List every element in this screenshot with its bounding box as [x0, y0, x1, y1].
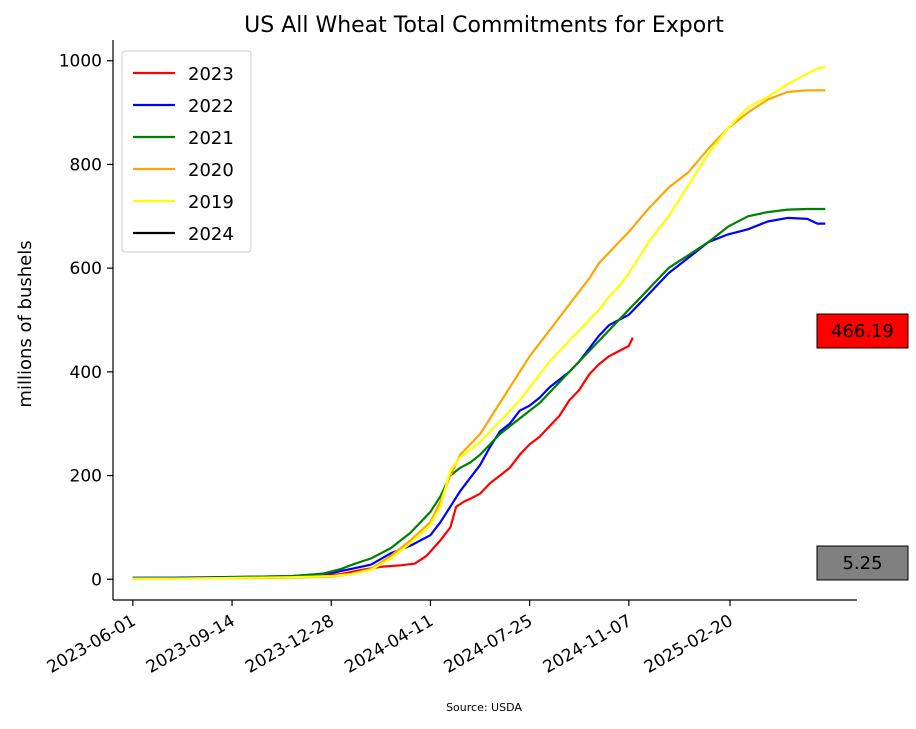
value-badge-box — [816, 545, 909, 581]
y-tick-label: 600 — [70, 259, 102, 279]
y-tick-label: 400 — [70, 363, 102, 383]
legend-label-2019: 2019 — [188, 192, 234, 213]
x-tick-label: 2025-02-20 — [641, 611, 737, 678]
source-note: Source: USDA — [446, 701, 522, 714]
series-line-2019 — [132, 65, 826, 580]
legend-label-2021: 2021 — [188, 128, 234, 149]
series-line-2023 — [132, 337, 634, 580]
x-tick-label: 2023-06-01 — [44, 611, 140, 678]
value-badge-label: 466.19 — [831, 321, 894, 342]
chart-title: US All Wheat Total Commitments for Expor… — [244, 13, 724, 38]
x-tick-label: 2023-12-28 — [242, 611, 338, 678]
legend: 2023 2022 2021 2020 2019 2024 — [121, 50, 252, 253]
x-tick-label: 2024-07-25 — [441, 611, 537, 678]
legend-label-2023: 2023 — [188, 64, 234, 85]
y-tick-label: 0 — [91, 570, 102, 590]
y-axis-label: millions of bushels — [15, 240, 36, 407]
x-ticks: 2023-06-01 2023-09-14 2023-12-28 2024-04-11… — [44, 600, 737, 678]
series-line-2022 — [132, 216, 826, 579]
value-badge-box — [816, 313, 909, 349]
x-tick-label: 2024-11-07 — [540, 611, 636, 678]
series-line-2021 — [132, 207, 826, 580]
legend-label-2022: 2022 — [188, 96, 234, 117]
value-badge-label: 5.25 — [842, 553, 882, 574]
x-tick-label: 2023-09-14 — [143, 611, 239, 678]
x-tick-label: 2024-04-11 — [341, 611, 437, 678]
legend-label-2024: 2024 — [188, 224, 234, 245]
y-tick-label: 1000 — [59, 52, 102, 72]
y-tick-label: 800 — [70, 155, 102, 175]
value-badges: 466.19 5.25 — [816, 313, 909, 581]
axes — [112, 40, 857, 601]
y-tick-label: 200 — [70, 467, 102, 487]
y-ticks: 0 200 400 600 800 1000 — [59, 52, 113, 590]
legend-label-2020: 2020 — [188, 160, 234, 181]
series-lines — [132, 65, 826, 580]
